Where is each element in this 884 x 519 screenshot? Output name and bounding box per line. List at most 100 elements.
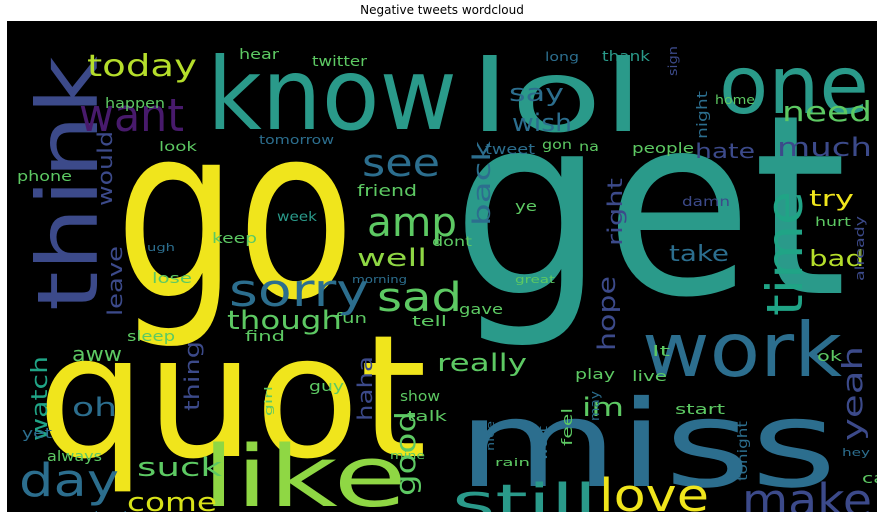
word-one: one xyxy=(719,39,869,132)
word-tweet: tweet xyxy=(485,142,536,158)
word-yet: yet xyxy=(22,426,53,442)
word-watch: watch xyxy=(28,356,53,441)
word-home: home xyxy=(715,93,755,107)
word-aww: aww xyxy=(72,342,122,366)
word-still: still xyxy=(452,474,597,512)
word-right: right xyxy=(603,178,627,246)
word-fun: fun xyxy=(335,311,367,327)
word-go: go xyxy=(115,73,355,353)
word-thing: thing xyxy=(180,341,204,411)
word-already: already xyxy=(853,216,867,281)
word-want: want xyxy=(79,89,184,142)
word-show: show xyxy=(400,389,440,405)
word-week: week xyxy=(277,210,318,225)
word-get: get xyxy=(452,61,847,352)
word-need: need xyxy=(782,95,872,128)
word-lt: lt xyxy=(652,344,671,360)
word-play: play xyxy=(575,367,615,383)
word-gave: gave xyxy=(459,302,503,318)
word-sleep: sleep xyxy=(127,329,175,345)
word-lose: lose xyxy=(152,271,192,287)
word-lol: lol xyxy=(469,38,644,155)
word-much: much xyxy=(777,133,872,163)
word-friend: friend xyxy=(357,181,417,200)
word-happen: happen xyxy=(105,96,165,112)
word-cant: cant xyxy=(382,511,415,512)
word-call: call xyxy=(862,471,877,487)
word-dont: dont xyxy=(432,235,472,250)
word-make: make xyxy=(742,474,872,512)
word-hear: hear xyxy=(239,47,279,63)
word-wish: wish xyxy=(512,109,572,137)
word-quot: quot xyxy=(37,299,427,497)
word-well: well xyxy=(357,244,427,272)
word-nice: nice xyxy=(484,421,497,451)
word-come: come xyxy=(127,488,217,512)
word-rain: rain xyxy=(495,456,530,469)
word-see: see xyxy=(362,141,440,185)
word-love: love xyxy=(599,469,709,512)
word-guy: guy xyxy=(309,379,344,395)
word-morning: morning xyxy=(352,273,407,286)
word-know: know xyxy=(207,36,457,153)
word-work: work xyxy=(642,306,843,394)
word-wait: wait xyxy=(536,426,550,461)
word-today: today xyxy=(87,49,197,84)
word-thank: thank xyxy=(602,49,651,65)
word-would: would xyxy=(93,131,117,206)
word-talk: talk xyxy=(407,409,448,425)
wordcloud-canvas: get go quot miss know lol think one work like want… xyxy=(7,21,877,512)
word-try: try xyxy=(809,187,854,212)
word-ugh: ugh xyxy=(147,241,175,254)
word-leave: leave xyxy=(103,246,127,316)
word-keep: keep xyxy=(212,231,257,247)
word-tell: tell xyxy=(412,314,447,330)
word-people: people xyxy=(632,141,694,157)
word-oh: oh xyxy=(72,393,117,423)
word-always: always xyxy=(47,449,102,465)
word-hey: hey xyxy=(842,446,871,459)
word-hurt: hurt xyxy=(815,215,851,229)
word-im: im xyxy=(582,393,624,423)
word-hope: hope xyxy=(593,276,621,351)
word-like: like xyxy=(202,428,407,512)
word-mine: mine xyxy=(390,449,425,462)
word-na: na xyxy=(579,140,599,155)
word-feel: feel xyxy=(560,408,576,446)
word-may: may xyxy=(588,391,602,421)
word-find: find xyxy=(245,329,285,345)
word-live: live xyxy=(632,369,667,385)
word-miss: miss xyxy=(457,376,837,512)
word-tonight: tonight xyxy=(736,421,751,481)
word-long: long xyxy=(545,50,579,64)
word-think: think xyxy=(19,56,117,311)
word-day: day xyxy=(19,454,119,507)
word-damn: damn xyxy=(682,195,730,210)
word-sad: sad xyxy=(377,275,462,321)
word-say: say xyxy=(509,79,564,107)
word-ok: ok xyxy=(817,349,843,365)
word-haha: haha xyxy=(353,356,377,421)
word-gon: gon xyxy=(542,138,572,153)
word-bad: bad xyxy=(809,247,864,272)
word-night: night xyxy=(695,90,711,139)
word-yeah: yeah xyxy=(836,346,869,441)
word-sorry: sorry xyxy=(229,264,369,317)
word-ye: ye xyxy=(515,199,537,215)
word-sign: sign xyxy=(666,46,680,76)
word-great: great xyxy=(515,273,556,286)
word-weekend: weekend xyxy=(67,509,127,512)
word-time: time xyxy=(756,191,814,316)
word-back: back xyxy=(468,141,496,226)
word-girl: girl xyxy=(262,386,275,416)
word-take: take xyxy=(669,242,729,267)
word-amp: amp xyxy=(367,200,457,246)
word-really: really xyxy=(437,349,527,377)
word-look: look xyxy=(159,140,198,155)
word-suck: suck xyxy=(137,453,222,483)
word-tomorrow: tomorrow xyxy=(259,133,334,147)
word-twitter: twitter xyxy=(312,54,367,70)
word-start: start xyxy=(675,402,726,418)
word-though: though xyxy=(227,306,342,336)
